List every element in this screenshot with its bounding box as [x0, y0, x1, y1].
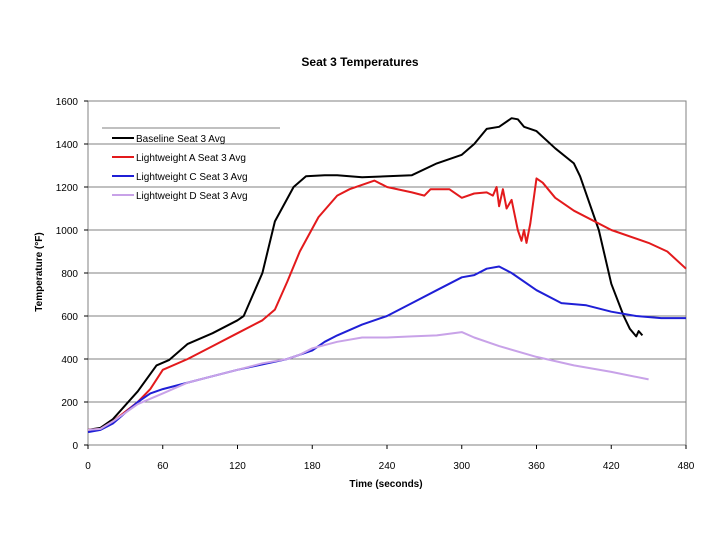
series-line-3 [87, 265, 686, 434]
series-line-2 [87, 177, 687, 431]
series-lines [87, 117, 687, 434]
x-tick-label: 240 [379, 461, 396, 472]
legend-item-label: Lightweight D Seat 3 Avg [136, 191, 248, 202]
y-tick-label: 600 [61, 312, 78, 323]
y-axis-ticks: 0 200 400 600 800 1000 1200 1400 1600 [56, 97, 88, 452]
legend: Baseline Seat 3 Avg Lightweight A Seat 3 … [102, 127, 280, 202]
x-axis-ticks: 0 60 120 180 240 300 360 420 480 [85, 445, 695, 472]
x-tick-label: 420 [603, 461, 620, 472]
series-line-4 [87, 331, 649, 431]
legend-item-label: Lightweight C Seat 3 Avg [136, 172, 248, 183]
x-tick-label: 180 [304, 461, 321, 472]
y-tick-label: 800 [61, 269, 78, 280]
y-tick-label: 1000 [56, 226, 79, 237]
x-tick-label: 480 [678, 461, 695, 472]
legend-item-label: Baseline Seat 3 Avg [136, 134, 225, 145]
x-tick-label: 360 [528, 461, 545, 472]
y-axis-label: Temperature (°F) [34, 232, 45, 311]
x-tick-label: 120 [229, 461, 246, 472]
x-tick-label: 60 [157, 461, 169, 472]
y-tick-label: 400 [61, 355, 78, 366]
y-tick-label: 200 [61, 398, 78, 409]
x-tick-label: 300 [453, 461, 470, 472]
y-tick-label: 1600 [56, 97, 79, 108]
y-tick-label: 0 [72, 441, 78, 452]
y-tick-label: 1400 [56, 140, 79, 151]
y-tick-label: 1200 [56, 183, 79, 194]
x-axis-label: Time (seconds) [349, 479, 422, 490]
chart-title: Seat 3 Temperatures [301, 55, 418, 69]
x-tick-label: 0 [85, 461, 91, 472]
legend-item-label: Lightweight A Seat 3 Avg [136, 153, 246, 164]
series-line-1 [87, 117, 644, 431]
